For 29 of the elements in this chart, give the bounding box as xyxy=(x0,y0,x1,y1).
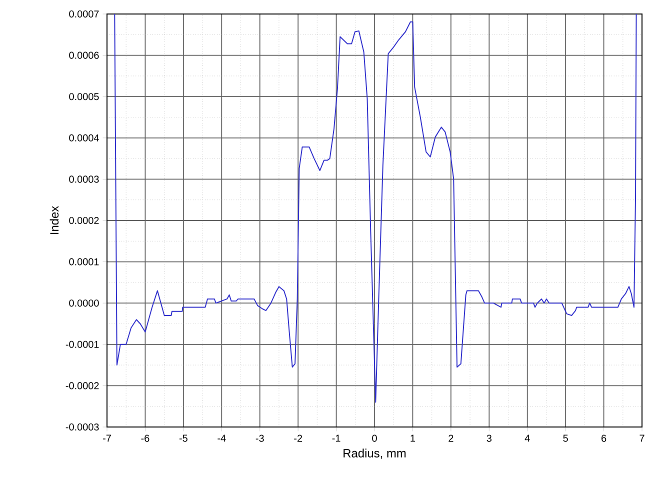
y-tick-label: -0.0003 xyxy=(66,423,99,431)
x-tick-label: -3 xyxy=(256,434,264,442)
x-tick-label: 0 xyxy=(372,434,377,442)
y-tick-label: 0.0001 xyxy=(69,258,99,266)
x-tick-label: -5 xyxy=(179,434,188,442)
x-tick-label: 4 xyxy=(524,434,530,442)
y-tick-label: 0.0003 xyxy=(69,176,99,183)
y-tick-label: 0.0006 xyxy=(69,52,99,59)
x-tick-label: -4 xyxy=(218,434,226,442)
x-tick-label: 5 xyxy=(563,434,568,442)
y-tick-label: 0.0002 xyxy=(69,216,99,224)
y-tick-label: -0.0001 xyxy=(66,340,99,348)
x-tick-label: -7 xyxy=(103,434,111,442)
y-tick-label: 0.0007 xyxy=(69,10,99,18)
x-tick-label: 7 xyxy=(640,434,644,442)
line-series xyxy=(114,14,637,403)
x-tick-label: 1 xyxy=(410,434,416,442)
y-axis-title: Index xyxy=(50,206,59,234)
x-tick-label: 3 xyxy=(486,434,492,442)
y-tick-label: 0.0000 xyxy=(69,300,99,307)
x-tick-label: -2 xyxy=(294,434,302,442)
y-tick-label: -0.0002 xyxy=(66,382,99,390)
y-tick-label: 0.0004 xyxy=(69,134,99,142)
x-tick-label: 6 xyxy=(602,434,606,442)
x-axis-title: Radius, mm xyxy=(344,448,406,459)
x-tick-label: 2 xyxy=(448,434,454,442)
y-tick-label: 0.0005 xyxy=(69,93,99,100)
x-tick-label: -1 xyxy=(332,434,340,442)
x-tick-label: -6 xyxy=(141,434,150,442)
